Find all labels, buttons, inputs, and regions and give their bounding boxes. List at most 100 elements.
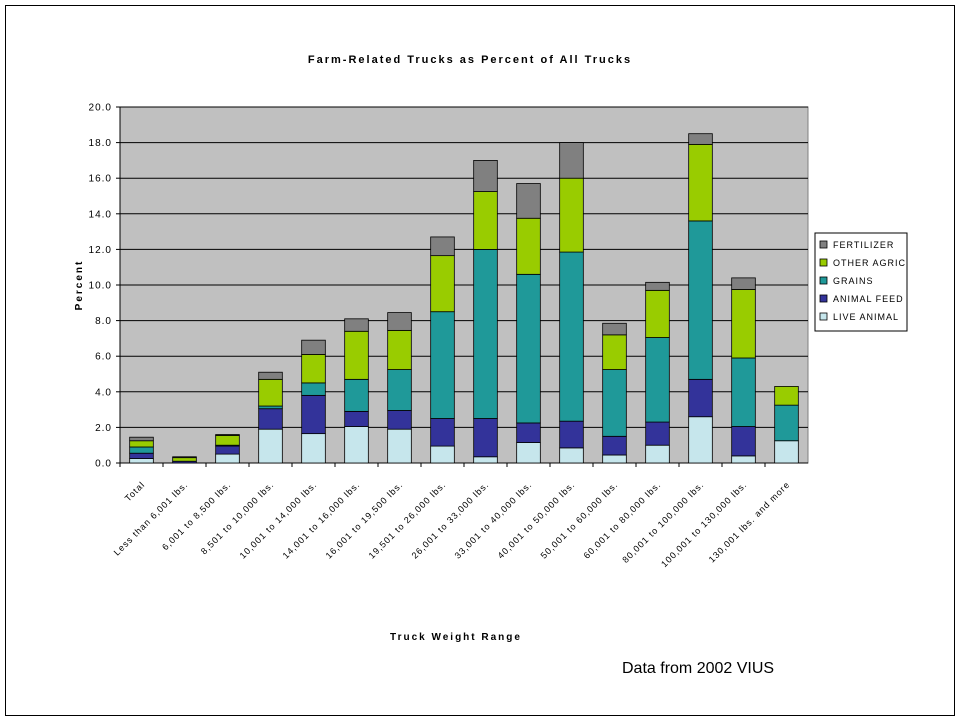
x-axis-title: Truck Weight Range: [390, 632, 522, 643]
bar-segment-grains: [775, 405, 799, 441]
bar-segment-live-animal: [302, 434, 326, 463]
bar-segment-grains: [689, 221, 713, 379]
bar-segment-fertilizer: [517, 184, 541, 219]
bar-segment-fertilizer: [259, 372, 283, 379]
bar-segment-grains: [474, 249, 498, 418]
bar-segment-grains: [646, 338, 670, 423]
bar-segment-live-animal: [130, 459, 154, 463]
bar-segment-fertilizer: [646, 282, 670, 290]
y-tick-label: 16.0: [89, 174, 112, 185]
bar-segment-other-agric: [775, 386, 799, 405]
bar-segment-fertilizer: [388, 313, 412, 331]
x-category-label: 26,001 to 33,000 lbs.: [410, 479, 491, 560]
bar-segment-other-agric: [130, 441, 154, 447]
bar-segment-live-animal: [603, 455, 627, 463]
bar-segment-fertilizer: [302, 340, 326, 354]
legend-swatch: [820, 277, 827, 284]
bar-segment-live-animal: [732, 456, 756, 463]
bar-segment-live-animal: [646, 445, 670, 463]
bar-segment-other-agric: [388, 330, 412, 369]
bar-segment-live-animal: [474, 457, 498, 463]
y-tick-label: 14.0: [89, 209, 112, 220]
bar-segment-other-agric: [603, 335, 627, 370]
legend-label: FERTILIZER: [833, 240, 894, 250]
x-category-label: 40,001 to 50,000 lbs.: [496, 479, 577, 560]
legend-label: ANIMAL FEED: [833, 294, 904, 304]
y-tick-label: 10.0: [89, 281, 112, 292]
legend-swatch: [820, 259, 827, 266]
bar-segment-fertilizer: [216, 435, 240, 436]
bar-segment-live-animal: [560, 448, 584, 463]
bar-segment-fertilizer: [474, 160, 498, 191]
bar-segment-fertilizer: [689, 134, 713, 145]
y-tick-label: 2.0: [95, 423, 112, 434]
x-category-label: 60,001 to 80,000 lbs.: [582, 479, 663, 560]
bar-segment-live-animal: [517, 443, 541, 463]
bar-segment-animal-feed: [302, 395, 326, 433]
y-tick-label: 20.0: [89, 103, 112, 114]
legend-label: GRAINS: [833, 276, 874, 286]
bar-segment-animal-feed: [560, 421, 584, 448]
bar-segment-animal-feed: [130, 453, 154, 458]
bar-segment-live-animal: [259, 429, 283, 463]
y-tick-label: 18.0: [89, 138, 112, 149]
bar-segment-animal-feed: [517, 423, 541, 443]
bar-segment-other-agric: [474, 192, 498, 250]
bar-segment-other-agric: [560, 178, 584, 252]
bar-segment-animal-feed: [259, 409, 283, 429]
bar-segment-animal-feed: [689, 379, 713, 416]
bar-segment-animal-feed: [732, 427, 756, 456]
y-tick-label: 6.0: [95, 352, 112, 363]
x-category-label: 33,001 to 40,000 lbs.: [453, 479, 534, 560]
bar-segment-grains: [130, 447, 154, 453]
x-category-label: Total: [123, 479, 147, 503]
bar-segment-other-agric: [431, 256, 455, 312]
legend-swatch: [820, 241, 827, 248]
bar-segment-grains: [517, 274, 541, 423]
bar-segment-grains: [603, 370, 627, 437]
y-tick-label: 12.0: [89, 245, 112, 256]
bar-segment-live-animal: [689, 417, 713, 463]
bar-segment-fertilizer: [560, 143, 584, 179]
bar-segment-other-agric: [689, 144, 713, 221]
bar-segment-fertilizer: [732, 278, 756, 290]
legend-label: LIVE ANIMAL: [833, 312, 899, 322]
bar-segment-grains: [345, 379, 369, 411]
bar-segment-fertilizer: [130, 437, 154, 441]
bar-segment-live-animal: [431, 446, 455, 463]
bar-segment-other-agric: [345, 331, 369, 379]
bar-segment-other-agric: [302, 354, 326, 382]
bar-segment-fertilizer: [345, 319, 369, 331]
bar-segment-animal-feed: [388, 410, 412, 429]
x-category-label: 130,001 lbs. and more: [707, 479, 792, 564]
bar-segment-live-animal: [345, 427, 369, 463]
source-note: Data from 2002 VIUS: [622, 660, 774, 678]
x-category-label: Less than 6,001 lbs.: [112, 479, 190, 557]
chart-title: Farm-Related Trucks as Percent of All Tr…: [308, 54, 632, 66]
bar-segment-animal-feed: [431, 419, 455, 447]
bar-segment-other-agric: [646, 290, 670, 337]
bar-segment-grains: [560, 252, 584, 421]
bar-segment-other-agric: [259, 379, 283, 406]
x-category-label: 8,501 to 10,000 lbs.: [199, 479, 276, 556]
bar-segment-live-animal: [388, 429, 412, 463]
bar-segment-other-agric: [216, 435, 240, 445]
bar-segment-fertilizer: [173, 457, 197, 458]
bar-segment-grains: [431, 312, 455, 419]
bar-segment-animal-feed: [345, 411, 369, 426]
bar-segment-other-agric: [517, 218, 541, 274]
x-category-label: 50,001 to 60,000 lbs.: [539, 479, 620, 560]
y-tick-label: 4.0: [95, 387, 112, 398]
legend-swatch: [820, 313, 827, 320]
bar-segment-animal-feed: [216, 446, 240, 454]
legend-swatch: [820, 295, 827, 302]
x-category-label: 14,001 to 16,000 lbs.: [281, 479, 362, 560]
y-axis-title: Percent: [74, 260, 85, 311]
legend-label: OTHER AGRIC: [833, 258, 906, 268]
bar-segment-grains: [259, 406, 283, 409]
bar-segment-grains: [302, 383, 326, 395]
y-tick-label: 0.0: [95, 459, 112, 470]
x-category-label: 80,001 to 100,000 lbs.: [620, 479, 706, 565]
y-tick-label: 8.0: [95, 316, 112, 327]
